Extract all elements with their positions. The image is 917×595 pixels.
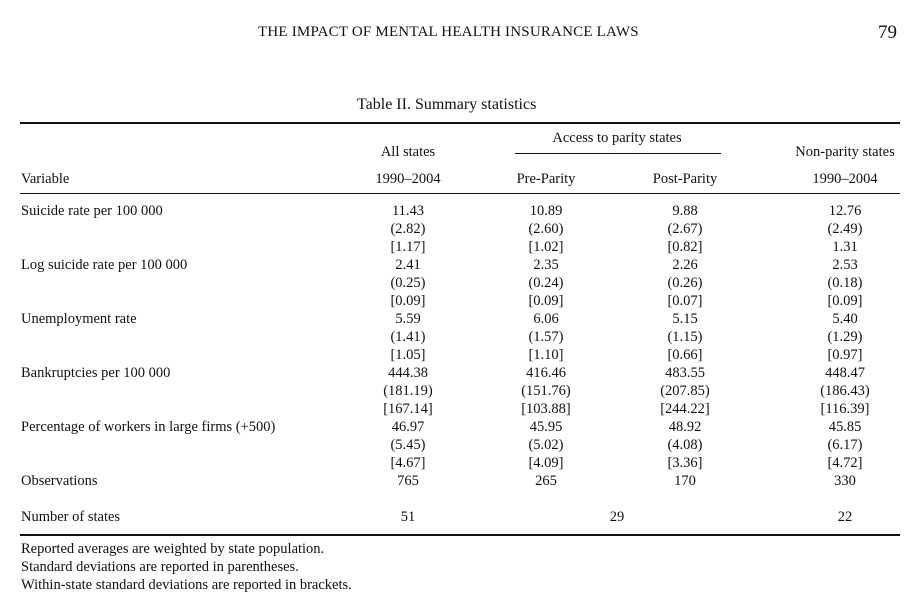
table-header-rule bbox=[20, 193, 900, 194]
table-cell: [103.88] bbox=[521, 401, 571, 417]
table-cell: [1.17] bbox=[390, 239, 426, 255]
table-note: Reported averages are weighted by state … bbox=[21, 541, 325, 557]
row-label: Bankruptcies per 100 000 bbox=[21, 365, 171, 381]
table-cell: (5.45) bbox=[390, 437, 426, 453]
table-cell: [0.97] bbox=[827, 347, 863, 363]
table-cell: 48.92 bbox=[668, 419, 702, 435]
group-header-rule bbox=[515, 153, 721, 154]
table-bottom-rule bbox=[20, 534, 900, 536]
table-cell: 11.43 bbox=[391, 203, 425, 219]
table-cell: 330 bbox=[834, 473, 856, 489]
table-cell: (1.15) bbox=[667, 329, 703, 345]
table-cell: (1.57) bbox=[528, 329, 564, 345]
table-cell: [0.82] bbox=[667, 239, 703, 255]
table-cell: (207.85) bbox=[660, 383, 710, 399]
table-cell: [4.72] bbox=[827, 455, 863, 471]
table-cell: (2.60) bbox=[528, 221, 564, 237]
table-cell: (4.08) bbox=[667, 437, 703, 453]
page-number: 79 bbox=[878, 22, 897, 43]
table-cell: 416.46 bbox=[526, 365, 566, 381]
table-cell: (186.43) bbox=[820, 383, 870, 399]
table-cell: (1.41) bbox=[390, 329, 426, 345]
running-head: THE IMPACT OF MENTAL HEALTH INSURANCE LA… bbox=[258, 24, 639, 40]
table-cell: (181.19) bbox=[383, 383, 433, 399]
table-cell: 9.88 bbox=[672, 203, 698, 219]
table-cell: [1.10] bbox=[528, 347, 564, 363]
row-label: Log suicide rate per 100 000 bbox=[21, 257, 188, 273]
table-cell: [244.22] bbox=[660, 401, 710, 417]
table-cell: 5.15 bbox=[672, 311, 698, 327]
cell-number-of-states-parity: 29 bbox=[609, 509, 625, 525]
table-cell: (2.67) bbox=[667, 221, 703, 237]
col-header-variable: Variable bbox=[21, 171, 70, 187]
table-cell: 45.85 bbox=[828, 419, 862, 435]
table-cell: [167.14] bbox=[383, 401, 433, 417]
row-label: Unemployment rate bbox=[21, 311, 137, 327]
table-cell: [4.67] bbox=[390, 455, 426, 471]
cell-number-of-states-all: 51 bbox=[400, 509, 416, 525]
table-cell: [0.09] bbox=[390, 293, 426, 309]
col-header-non-parity-years: 1990–2004 bbox=[812, 171, 878, 187]
table-cell: 12.76 bbox=[828, 203, 862, 219]
table-cell: [0.09] bbox=[827, 293, 863, 309]
table-note: Standard deviations are reported in pare… bbox=[21, 559, 299, 575]
table-cell: 46.97 bbox=[391, 419, 425, 435]
col-header-post-parity: Post-Parity bbox=[652, 171, 718, 187]
group-header-parity: Access to parity states bbox=[552, 130, 682, 146]
table-cell: (2.49) bbox=[827, 221, 863, 237]
table-cell: 2.35 bbox=[533, 257, 559, 273]
table-cell: (151.76) bbox=[521, 383, 571, 399]
table-cell: [3.36] bbox=[667, 455, 703, 471]
table-cell: (0.18) bbox=[827, 275, 863, 291]
table-cell: 5.59 bbox=[395, 311, 421, 327]
table-cell: (0.24) bbox=[528, 275, 564, 291]
table-cell: 45.95 bbox=[529, 419, 563, 435]
table-cell: 444.38 bbox=[388, 365, 428, 381]
table-cell: [1.05] bbox=[390, 347, 426, 363]
table-cell: 5.40 bbox=[832, 311, 858, 327]
table-caption: Table II. Summary statistics bbox=[357, 96, 537, 113]
table-cell: 2.41 bbox=[395, 257, 421, 273]
table-cell: 765 bbox=[397, 473, 419, 489]
table-cell: (0.26) bbox=[667, 275, 703, 291]
row-label: Observations bbox=[21, 473, 98, 489]
table-cell: (6.17) bbox=[827, 437, 863, 453]
table-cell: 2.53 bbox=[832, 257, 858, 273]
table-top-rule bbox=[20, 122, 900, 124]
table-cell: 170 bbox=[674, 473, 696, 489]
col-header-pre-parity: Pre-Parity bbox=[516, 171, 576, 187]
table-note: Within-state standard deviations are rep… bbox=[21, 577, 352, 593]
table-cell: 1.31 bbox=[832, 239, 858, 255]
table-cell: [0.66] bbox=[667, 347, 703, 363]
table-cell: (0.25) bbox=[390, 275, 426, 291]
table-cell: 10.89 bbox=[529, 203, 563, 219]
table-cell: 6.06 bbox=[533, 311, 559, 327]
cell-number-of-states-non: 22 bbox=[837, 509, 853, 525]
table-cell: 448.47 bbox=[825, 365, 865, 381]
table-cell: (5.02) bbox=[528, 437, 564, 453]
table-cell: (2.82) bbox=[390, 221, 426, 237]
row-label: Suicide rate per 100 000 bbox=[21, 203, 163, 219]
table-cell: [1.02] bbox=[528, 239, 564, 255]
col-header-all-states: All states bbox=[380, 144, 436, 160]
table-cell: [4.09] bbox=[528, 455, 564, 471]
row-label-number-of-states: Number of states bbox=[21, 509, 121, 525]
col-header-non-parity: Non-parity states bbox=[795, 144, 895, 160]
table-cell: 2.26 bbox=[672, 257, 698, 273]
row-label: Percentage of workers in large firms (+5… bbox=[21, 419, 276, 435]
table-cell: [0.07] bbox=[667, 293, 703, 309]
table-cell: [0.09] bbox=[528, 293, 564, 309]
table-cell: (1.29) bbox=[827, 329, 863, 345]
table-cell: [116.39] bbox=[820, 401, 870, 417]
table-cell: 483.55 bbox=[665, 365, 705, 381]
table-cell: 265 bbox=[535, 473, 557, 489]
col-header-all-states-years: 1990–2004 bbox=[375, 171, 441, 187]
